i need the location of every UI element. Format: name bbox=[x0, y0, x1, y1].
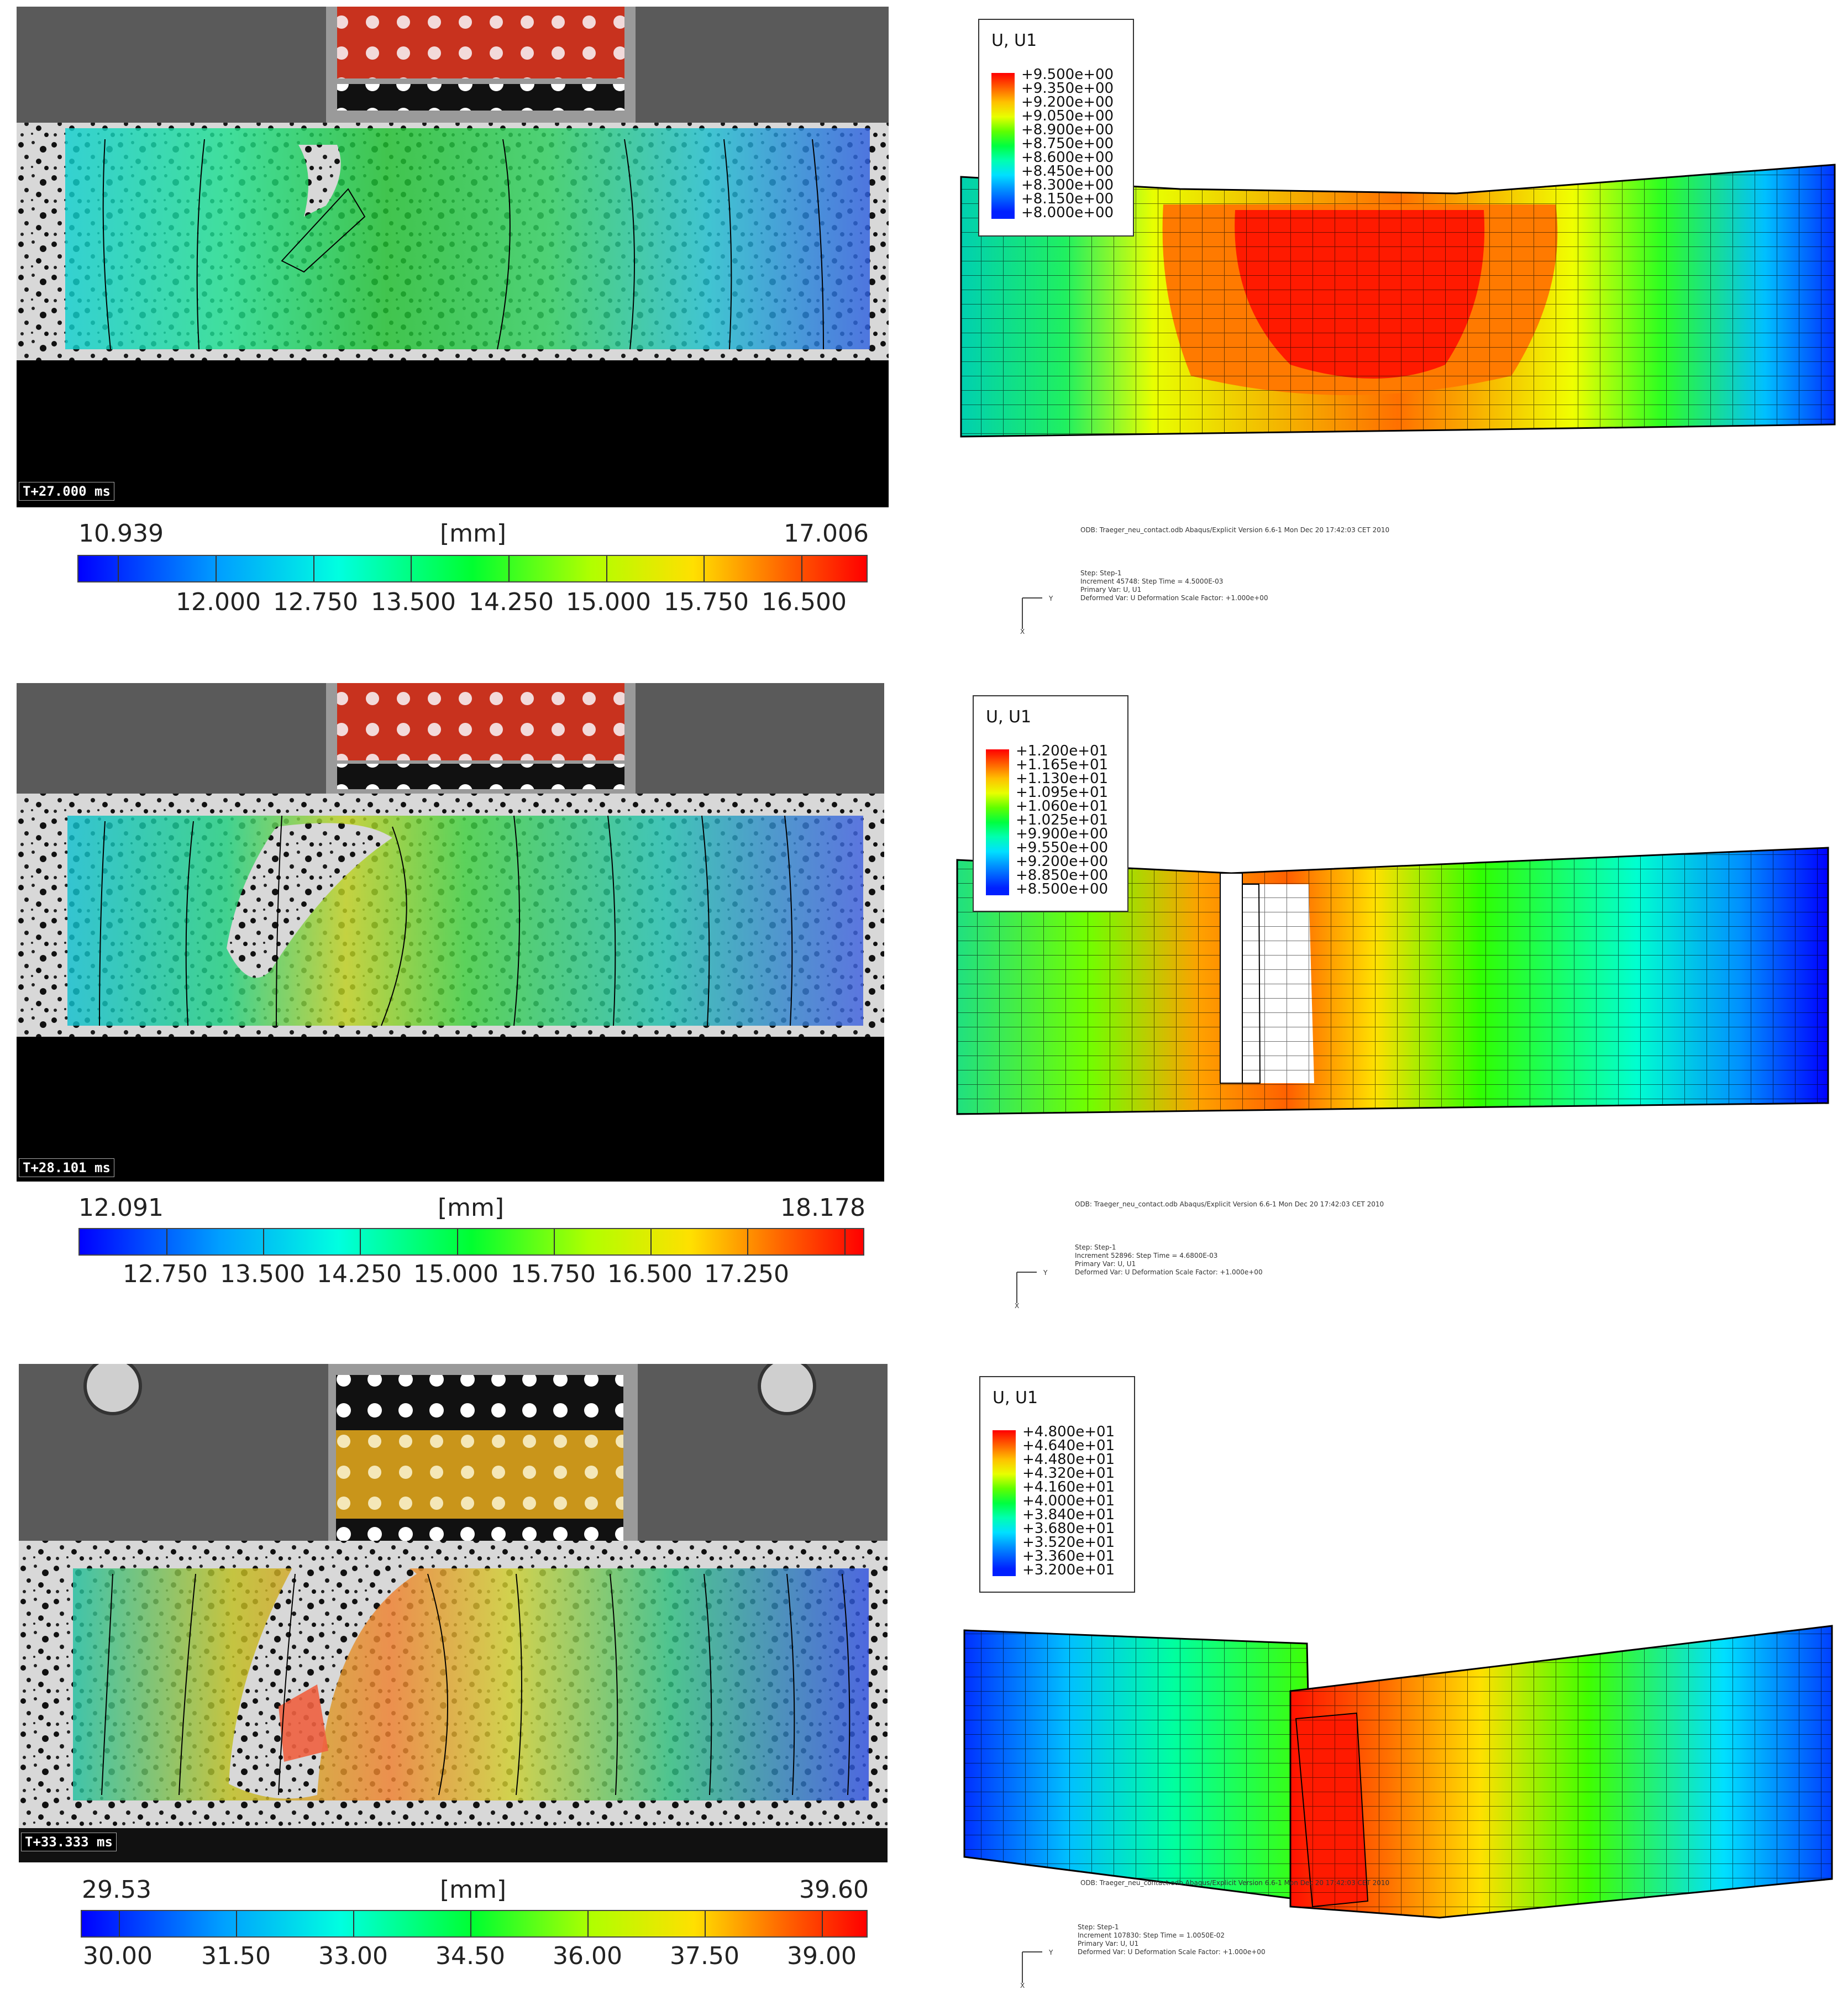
legend-scale-3 bbox=[993, 1430, 1016, 1576]
axis-triad-2 bbox=[1016, 1272, 1037, 1303]
colorbar-1 bbox=[77, 555, 868, 582]
legend-title-3: U, U1 bbox=[993, 1388, 1038, 1408]
colorbar-2 bbox=[78, 1228, 864, 1256]
colorbar-3 bbox=[81, 1910, 868, 1938]
legend-scale-2 bbox=[986, 749, 1009, 895]
fem-odb-1: ODB: Traeger_neu_contact.odb Abaqus/Expl… bbox=[1080, 526, 1390, 534]
colorbar-unit-3: [mm] bbox=[440, 1876, 507, 1904]
colorbar-tick-1-2: 13.500 bbox=[371, 588, 456, 616]
fem-plot-1 bbox=[959, 160, 1838, 448]
colorbar-tick-1-3: 14.250 bbox=[469, 588, 554, 616]
dic-photo-2: T+28.101 ms bbox=[17, 683, 884, 1182]
legend-title-1: U, U1 bbox=[991, 31, 1037, 50]
fem-plot-3 bbox=[959, 1619, 1838, 1929]
legend-title-2: U, U1 bbox=[986, 707, 1032, 727]
colorbar-max-2: 18.178 bbox=[780, 1194, 865, 1222]
fem-odb-3: ODB: Traeger_neu_contact.odb Abaqus/Expl… bbox=[1080, 1879, 1390, 1887]
timestamp-2: T+28.101 ms bbox=[19, 1158, 114, 1177]
axis-triad-1 bbox=[1022, 597, 1042, 629]
row-1: T+27.000 ms 10.939 [mm] 17.006 12.000 12… bbox=[0, 0, 1848, 663]
dic-image-2 bbox=[17, 683, 884, 1182]
axis-triad-3 bbox=[1022, 1951, 1042, 1983]
dic-image-3 bbox=[19, 1364, 888, 1862]
legend-scale-1 bbox=[991, 73, 1015, 219]
fem-plot-2 bbox=[955, 840, 1834, 1116]
colorbar-tick-1-6: 16.500 bbox=[762, 588, 847, 616]
colorbar-unit-1: [mm] bbox=[440, 519, 507, 548]
colorbar-min-2: 12.091 bbox=[78, 1194, 164, 1222]
colorbar-max-3: 39.60 bbox=[799, 1876, 869, 1904]
colorbar-tick-1-0: 12.000 bbox=[176, 588, 261, 616]
colorbar-tick-1-4: 15.000 bbox=[566, 588, 651, 616]
colorbar-tick-1-5: 15.750 bbox=[664, 588, 749, 616]
row-2: T+28.101 ms 12.091 [mm] 18.178 12.750 13… bbox=[17, 683, 1834, 1310]
colorbar-max-1: 17.006 bbox=[784, 519, 869, 548]
dic-photo-1: T+27.000 ms bbox=[17, 7, 889, 507]
colorbar-unit-2: [mm] bbox=[438, 1194, 505, 1222]
fem-legend-1: U, U1 +9.500e+00 +9.350e+00 +9.200e+00 +… bbox=[978, 19, 1134, 237]
timestamp-3: T+33.333 ms bbox=[21, 1833, 117, 1851]
dic-photo-3: T+33.333 ms bbox=[19, 1364, 888, 1862]
fem-legend-3: U, U1 +4.800e+01 +4.640e+01 +4.480e+01 +… bbox=[979, 1376, 1135, 1593]
colorbar-min-1: 10.939 bbox=[78, 519, 164, 548]
colorbar-tick-1-1: 12.750 bbox=[273, 588, 358, 616]
colorbar-min-3: 29.53 bbox=[82, 1876, 151, 1904]
fem-odb-2: ODB: Traeger_neu_contact.odb Abaqus/Expl… bbox=[1075, 1200, 1384, 1208]
timestamp-1: T+27.000 ms bbox=[19, 482, 114, 501]
dic-image-1 bbox=[17, 7, 889, 507]
fem-legend-2: U, U1 +1.200e+01 +1.165e+01 +1.130e+01 +… bbox=[973, 695, 1128, 912]
